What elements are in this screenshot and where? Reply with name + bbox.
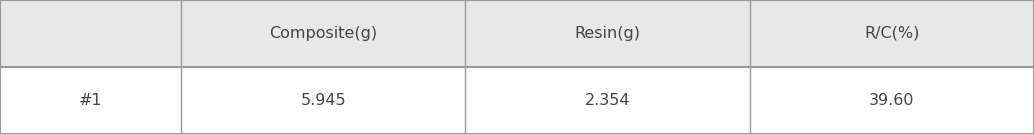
Text: 2.354: 2.354 [584, 93, 631, 108]
Bar [0, 67, 181, 134]
Bar [181, 67, 465, 134]
Text: R/C(%): R/C(%) [864, 26, 919, 41]
Bar [0, 0, 181, 67]
Text: Resin(g): Resin(g) [575, 26, 640, 41]
Text: Composite(g): Composite(g) [269, 26, 377, 41]
Bar [750, 0, 1034, 67]
Text: #1: #1 [79, 93, 102, 108]
Bar [465, 67, 750, 134]
Bar [181, 0, 465, 67]
Text: 39.60: 39.60 [869, 93, 915, 108]
Bar [465, 0, 750, 67]
Bar [750, 67, 1034, 134]
Text: 5.945: 5.945 [300, 93, 346, 108]
